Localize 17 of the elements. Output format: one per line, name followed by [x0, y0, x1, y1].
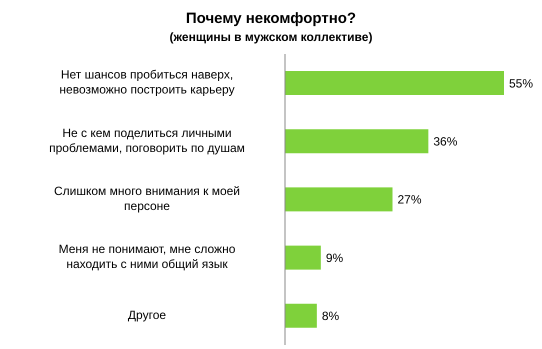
data-label: 8% [322, 309, 340, 324]
bar [285, 187, 393, 212]
y-tick-label: Нет шансов пробиться наверх, невозможно построить карьеру [59, 68, 235, 97]
data-label: 27% [398, 192, 422, 207]
data-label: 9% [326, 250, 344, 265]
chart-subtitle: (женщины в мужском коллективе) [168, 30, 374, 44]
y-tick-label: Меня не понимают, мне сложно находить с ними общий язык [58, 242, 236, 272]
y-tick-label: Слишком много внимания к моей персоне [54, 184, 240, 214]
bar [285, 304, 317, 328]
y-tick-label: Другое [128, 308, 166, 322]
data-label: 36% [433, 134, 458, 148]
bar [285, 246, 321, 270]
chart-title: Почему некомфортно? [184, 10, 358, 27]
bar [285, 71, 504, 95]
y-tick-label: Не с кем поделиться личными проблемами, поговорить по душам [49, 126, 245, 155]
bar [285, 129, 428, 154]
data-label: 55% [509, 76, 534, 90]
